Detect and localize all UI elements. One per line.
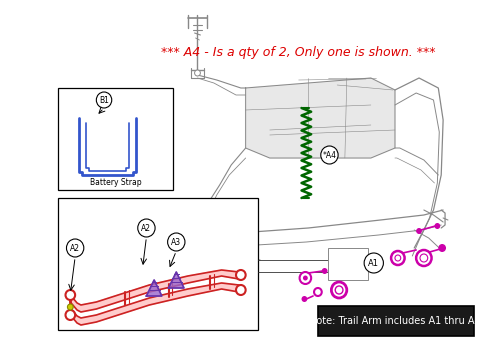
Polygon shape [70, 283, 243, 325]
Circle shape [416, 250, 432, 266]
Polygon shape [168, 272, 184, 288]
Circle shape [303, 276, 308, 280]
Polygon shape [146, 280, 162, 296]
Circle shape [236, 285, 246, 295]
Circle shape [332, 282, 347, 298]
Circle shape [300, 272, 311, 284]
Circle shape [420, 254, 428, 262]
Circle shape [391, 251, 404, 265]
FancyBboxPatch shape [318, 306, 474, 336]
Circle shape [210, 227, 217, 234]
FancyBboxPatch shape [58, 88, 174, 190]
Circle shape [168, 233, 185, 251]
Circle shape [66, 310, 75, 320]
Circle shape [138, 219, 155, 237]
Text: *A4: *A4 [322, 151, 336, 160]
Circle shape [438, 244, 446, 252]
Circle shape [322, 268, 328, 274]
Circle shape [194, 70, 200, 76]
Circle shape [314, 288, 322, 296]
FancyBboxPatch shape [328, 248, 368, 280]
Text: A2: A2 [142, 223, 152, 232]
Circle shape [96, 92, 112, 108]
FancyBboxPatch shape [58, 198, 258, 330]
Polygon shape [70, 270, 243, 312]
Circle shape [68, 304, 73, 310]
Text: B1: B1 [99, 95, 109, 104]
Circle shape [236, 270, 246, 280]
Circle shape [434, 223, 440, 229]
Text: A2: A2 [70, 244, 80, 253]
Circle shape [364, 253, 384, 273]
Circle shape [302, 296, 308, 302]
Text: Battery Strap: Battery Strap [90, 178, 142, 186]
Circle shape [416, 228, 422, 234]
Circle shape [335, 286, 343, 294]
Circle shape [395, 255, 400, 261]
Circle shape [66, 239, 84, 257]
Circle shape [321, 146, 338, 164]
Polygon shape [246, 78, 395, 158]
Text: Note: Trail Arm includes A1 thru A4.: Note: Trail Arm includes A1 thru A4. [308, 316, 483, 326]
Text: A1: A1 [368, 259, 380, 268]
Text: *** A4 - Is a qty of 2, Only one is shown. ***: *** A4 - Is a qty of 2, Only one is show… [162, 45, 436, 59]
Text: A3: A3 [171, 237, 181, 246]
Circle shape [66, 290, 75, 300]
